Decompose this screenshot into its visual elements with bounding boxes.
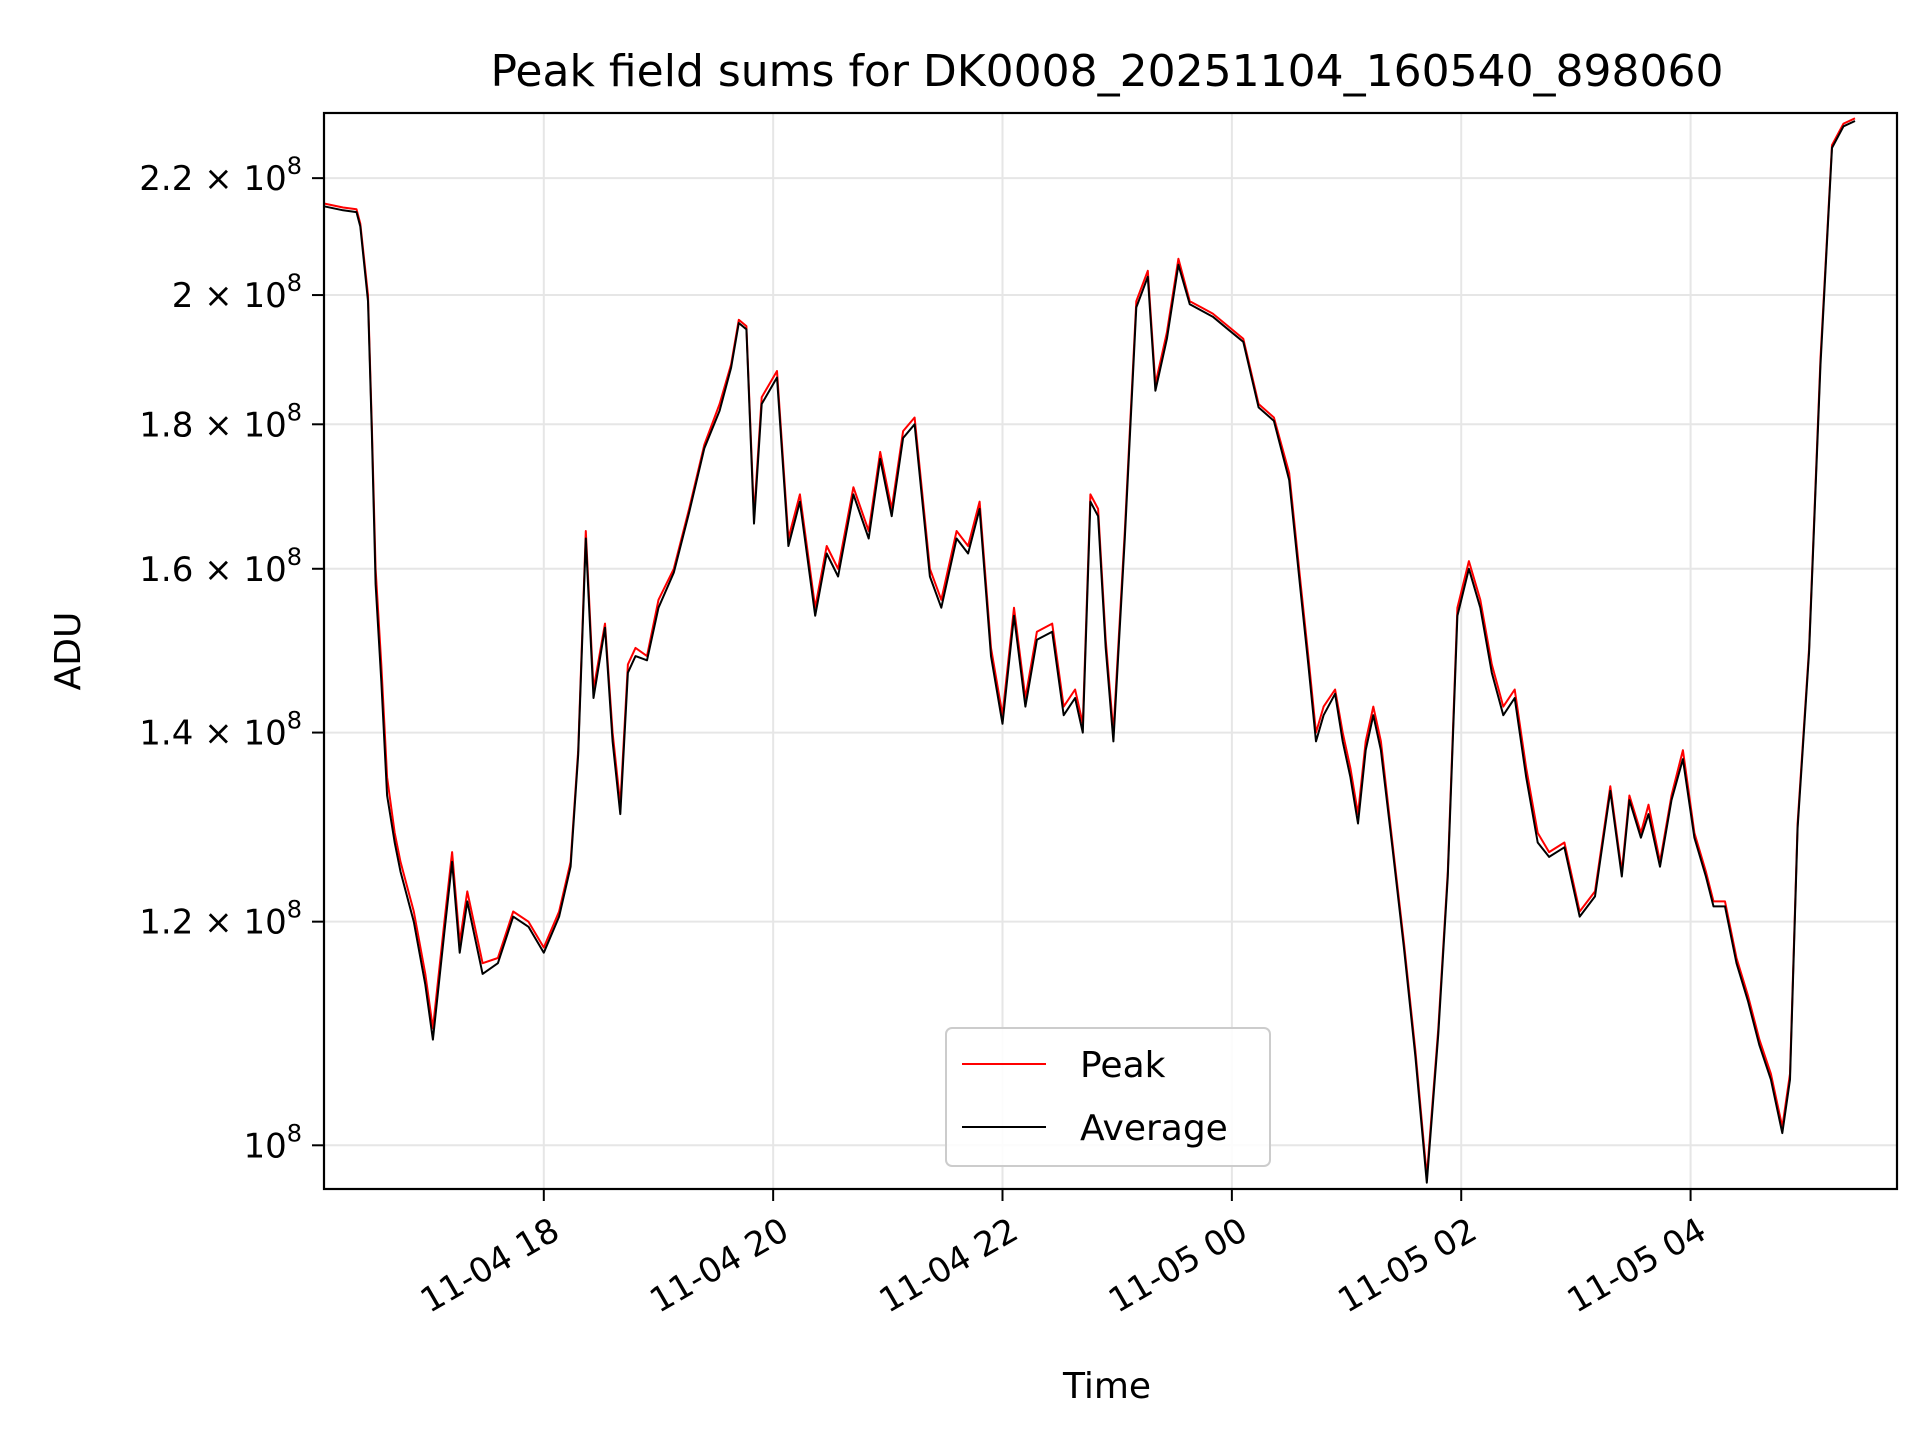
x-tick-label: 11-05 02 [1331,1210,1483,1321]
y-tick-label: 1.6 × 108 [139,543,302,590]
y-tick-times: × [193,276,243,316]
y-tick-mantissa: 1.2 [139,903,193,943]
y-tick-mantissa: 1.4 [139,714,193,754]
legend-label-peak: Peak [1080,1045,1166,1086]
y-tick-exponent: 8 [287,1119,302,1147]
series-line-average [323,120,1856,1184]
y-tick-mantissa: 1.8 [139,405,193,445]
y-tick-exponent: 8 [287,152,302,180]
y-tick-base: 10 [243,159,286,199]
y-tick-times: × [193,714,243,754]
y-tick-base: 10 [243,405,286,445]
x-tick-label: 11-04 20 [643,1210,795,1321]
y-tick-label: 1.8 × 108 [139,398,302,445]
x-tick-label: 11-05 00 [1102,1210,1254,1321]
y-tick-times: × [193,903,243,943]
y-tick-base: 10 [243,714,286,754]
y-tick-exponent: 8 [287,543,302,571]
y-tick-times: × [193,405,243,445]
y-tick-label: 2.2 × 108 [139,152,302,199]
legend: Peak Average [945,1027,1271,1167]
y-tick-mantissa: 1.6 [139,550,193,590]
plot-frame [322,111,1899,1191]
y-tick-times: × [193,159,243,199]
series-line-peak [323,117,1856,1178]
y-tick-base: 10 [243,276,286,316]
y-tick-mantissa: 2 [172,276,194,316]
y-axis-label: ADU [48,612,89,691]
x-tick-label: 11-04 22 [873,1210,1025,1321]
y-tick-exponent: 8 [287,896,302,924]
legend-box [945,1027,1271,1167]
grid-lines [324,113,1897,1189]
y-tick-label: 2 × 108 [172,269,302,316]
y-tick-label: 1.4 × 108 [139,707,302,754]
legend-label-average: Average [1080,1108,1228,1149]
x-axis: 11-04 18 11-04 20 11-04 22 11-05 00 11-05 02… [414,1189,1713,1321]
series-layer [323,117,1856,1184]
y-tick-exponent: 8 [287,398,302,426]
y-tick-label: 108 [243,1119,302,1166]
x-tick-label: 11-05 04 [1561,1210,1713,1321]
y-tick-base: 10 [243,1126,286,1166]
y-tick-base: 10 [243,903,286,943]
chart-title: Peak field sums for DK0008_20251104_1605… [490,46,1723,97]
y-tick-base: 10 [243,550,286,590]
y-tick-label: 1.2 × 108 [139,896,302,943]
y-tick-exponent: 8 [287,269,302,297]
y-tick-exponent: 8 [287,707,302,735]
y-tick-mantissa: 2.2 [139,159,193,199]
y-tick-times: × [193,550,243,590]
x-tick-label: 11-04 18 [414,1210,566,1321]
x-axis-label: Time [1062,1366,1151,1407]
